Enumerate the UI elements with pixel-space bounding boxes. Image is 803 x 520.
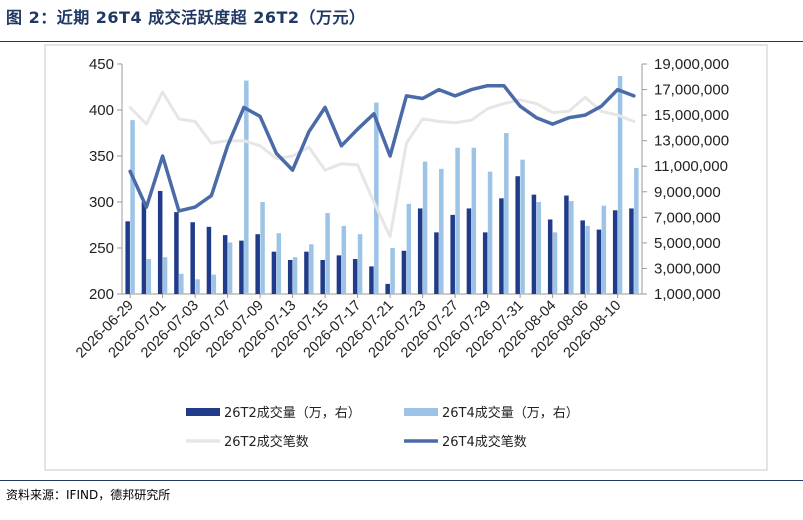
left-tick-label: 400 [89,102,114,119]
bar-26t4-volume [471,147,477,294]
bar-26t2-volume [450,214,455,294]
bar-26t4-volume [309,244,314,294]
bar-26t4-volume [195,279,200,294]
bar-26t4-volume [552,232,558,294]
right-tick-label: 15,000,000 [654,107,729,124]
plot-area: 200 250 300 350 400 450 1,000,000 3,000,000 5,00… [73,56,729,361]
right-tick-label: 7,000,000 [654,209,721,226]
bar-26t4-volume [341,225,347,294]
left-tick-label: 200 [89,286,114,303]
legend-swatch [186,408,220,416]
line-26t2-trades [128,90,636,238]
bar-26t4-volume [374,102,379,294]
bar-26t2-volume [125,221,130,294]
bar-26t2-volume [141,202,147,294]
bar-26t4-volume [569,201,574,294]
right-tick-label: 19,000,000 [654,56,729,73]
bar-26t4-volume [162,257,168,294]
bar-26t2-volume [206,226,212,294]
bar-26t2-volume [157,190,163,294]
bar-26t2-volume [401,250,407,294]
bar-26t4-volume [487,171,493,294]
bar-26t4-volume [227,242,233,294]
bar-26t2-volume [515,176,520,294]
right-tick-label: 17,000,000 [654,82,729,99]
bar-26t2-volume [190,222,195,294]
bar-26t2-volume [336,255,342,294]
bottom-divider [0,480,803,481]
left-tick-label: 300 [89,194,114,211]
bar-26t4-volume [260,202,265,294]
bar-26t2-volume [255,234,260,294]
bar-26t2-volume [239,240,244,294]
bar-26t2-volume [304,251,309,294]
bar-26t2-volume [222,235,228,294]
bar-26t2-volume [352,259,358,294]
legend-label: 26T4成交量（万，右） [442,405,579,421]
bar-26t4-volume [455,147,460,294]
bar-26t4-volume [325,213,330,294]
bar-26t4-volume [617,75,623,295]
bar-26t4-volume [422,161,428,294]
bar-26t2-volume [320,259,325,294]
legend-label: 26T2成交量（万，右） [224,405,361,421]
top-divider [0,41,803,42]
bar-26t2-volume [612,210,618,294]
bar-26t4-volume [520,159,525,294]
bar-26t4-volume [390,248,395,294]
bar-26t2-volume [547,219,553,294]
bar-26t2-volume [271,251,277,294]
bar-26t2-volume [385,283,390,294]
legend-label: 26T4成交笔数 [442,434,527,450]
bar-26t4-volume [439,168,444,294]
chart-title: 图 2：近期 26T4 成交活跃度超 26T2（万元） [6,8,366,27]
bar-26t4-volume [130,120,135,295]
legend-label: 26T2成交笔数 [224,434,309,450]
bar-26t2-volume [417,208,423,294]
bar-26t4-volume [244,80,249,294]
bar-26t4-volume [292,257,298,294]
left-tick-label: 350 [89,148,114,165]
bar-26t2-volume [174,212,179,294]
bar-26t2-volume [434,232,439,294]
right-tick-label: 11,000,000 [654,158,728,175]
legend-swatch [404,408,438,416]
right-tick-label: 3,000,000 [654,260,721,277]
legend: 26T2成交量（万，右） 26T4成交量（万，右） 26T2成交笔数 26T4成交笔数 [186,405,579,450]
bar-26t2-volume [369,266,374,294]
right-tick-label: 9,000,000 [654,184,721,201]
bar-26t4-volume [276,233,282,294]
bar-26t2-volume [531,194,537,294]
bar-26t2-volume [499,198,504,294]
bar-26t2-volume [629,208,634,294]
bar-26t4-volume [179,273,184,294]
line-26t4-trades [128,83,636,213]
bar-26t4-volume [211,274,217,294]
bar-26t4-volume [601,205,607,294]
bar-26t4-volume [536,202,542,294]
source-note: 资料来源：IFIND，德邦研究所 [6,488,171,502]
left-tick-label: 450 [89,56,114,73]
bar-26t2-volume [564,195,569,294]
right-tick-label: 1,000,000 [654,286,721,303]
bar-26t2-volume [580,220,585,294]
bar-26t2-volume [466,208,472,294]
bar-26t4-volume [146,259,152,294]
bar-26t4-volume [634,167,639,294]
bar-26t2-volume [482,232,488,294]
bar-26t4-volume [357,234,363,294]
left-tick-label: 250 [89,240,114,257]
right-tick-label: 13,000,000 [654,133,729,150]
chart-border [44,44,768,471]
bar-26t2-volume [287,259,293,294]
right-tick-label: 5,000,000 [654,235,721,252]
bar-26t4-volume [585,225,590,294]
bar-26t4-volume [406,203,412,294]
bar-26t2-volume [596,229,602,294]
bar-26t4-volume [504,133,509,294]
